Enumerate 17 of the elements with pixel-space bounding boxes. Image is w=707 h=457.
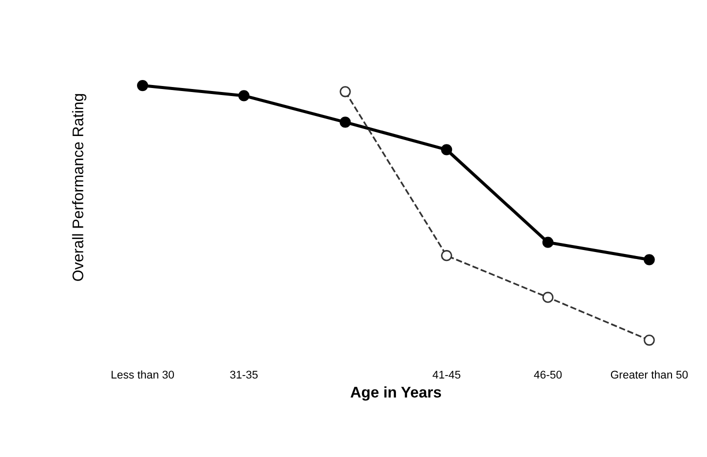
point: [542, 236, 554, 248]
point: [137, 80, 148, 92]
y-axis-title: Overall Performance Rating: [72, 94, 86, 281]
x-tick-label: Greater than 50: [610, 370, 688, 379]
point: [644, 254, 655, 266]
x-tick-label: 31-35: [230, 370, 258, 379]
point: [644, 334, 655, 346]
x-tick-label: 46-50: [534, 370, 562, 379]
point: [542, 292, 554, 303]
x-axis-title: Age in Years: [350, 386, 442, 401]
point: [441, 144, 452, 156]
point: [238, 90, 250, 102]
point: [340, 86, 351, 98]
x-tick-label: 41-45: [432, 370, 460, 379]
point: [340, 116, 351, 128]
x-tick-label: Less than 30: [112, 370, 174, 379]
point: [441, 250, 452, 262]
